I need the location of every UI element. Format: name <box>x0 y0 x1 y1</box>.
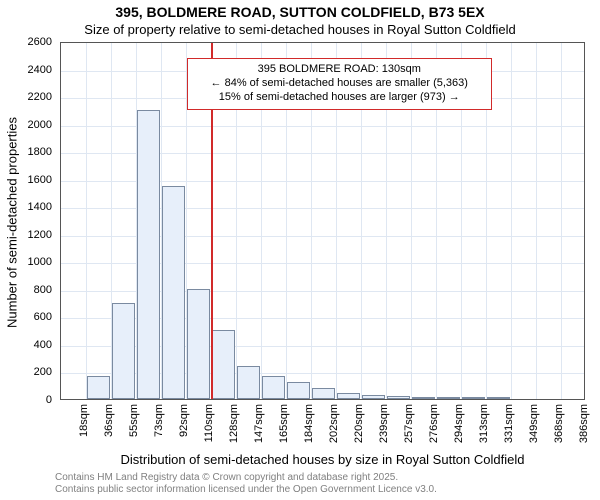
y-tick-label: 2600 <box>0 36 52 48</box>
y-tick-label: 1400 <box>0 201 52 213</box>
histogram-bar <box>212 330 235 399</box>
x-tick-label: 184sqm <box>303 404 315 454</box>
y-tick-label: 2400 <box>0 64 52 76</box>
x-tick-label: 165sqm <box>278 404 290 454</box>
footer-attribution-1: Contains HM Land Registry data © Crown c… <box>55 472 398 483</box>
y-tick-label: 1600 <box>0 174 52 186</box>
histogram-bar <box>487 397 510 399</box>
y-tick-label: 800 <box>0 284 52 296</box>
annotation-line: 15% of semi-detached houses are larger (… <box>194 91 485 105</box>
y-tick-label: 0 <box>0 394 52 406</box>
x-tick-label: 276sqm <box>428 404 440 454</box>
footer-attribution-2: Contains public sector information licen… <box>55 484 437 495</box>
histogram-bar <box>162 186 185 399</box>
y-tick-label: 200 <box>0 366 52 378</box>
plot-area: 395 BOLDMERE ROAD: 130sqm← 84% of semi-d… <box>60 42 585 400</box>
histogram-bar <box>287 382 310 399</box>
x-tick-label: 368sqm <box>553 404 565 454</box>
x-tick-label: 313sqm <box>478 404 490 454</box>
x-tick-label: 128sqm <box>228 404 240 454</box>
x-tick-label: 220sqm <box>353 404 365 454</box>
histogram-bar <box>137 110 160 399</box>
y-tick-label: 600 <box>0 311 52 323</box>
y-tick-label: 1200 <box>0 229 52 241</box>
histogram-bar <box>262 376 285 399</box>
x-tick-label: 331sqm <box>503 404 515 454</box>
histogram-bar <box>337 393 360 399</box>
histogram-bar <box>412 397 435 399</box>
annotation-line: 395 BOLDMERE ROAD: 130sqm <box>194 63 485 77</box>
x-tick-label: 349sqm <box>528 404 540 454</box>
x-tick-label: 110sqm <box>203 404 215 454</box>
x-tick-label: 36sqm <box>103 404 115 454</box>
x-tick-label: 92sqm <box>178 404 190 454</box>
histogram-bar <box>462 397 485 399</box>
x-tick-label: 386sqm <box>578 404 590 454</box>
x-tick-label: 257sqm <box>403 404 415 454</box>
x-tick-label: 55sqm <box>128 404 140 454</box>
y-tick-label: 400 <box>0 339 52 351</box>
histogram-bar <box>87 376 110 399</box>
x-tick-label: 18sqm <box>78 404 90 454</box>
histogram-bar <box>312 388 335 399</box>
histogram-bar <box>362 395 385 399</box>
histogram-bar <box>387 396 410 399</box>
y-tick-label: 2000 <box>0 119 52 131</box>
chart-subtitle: Size of property relative to semi-detach… <box>0 22 600 37</box>
x-tick-label: 239sqm <box>378 404 390 454</box>
y-tick-label: 1800 <box>0 146 52 158</box>
histogram-bar <box>112 303 135 399</box>
x-tick-label: 73sqm <box>153 404 165 454</box>
y-tick-label: 1000 <box>0 256 52 268</box>
histogram-bar <box>237 366 260 399</box>
histogram-bar <box>437 397 460 399</box>
x-tick-label: 147sqm <box>253 404 265 454</box>
annotation-line: ← 84% of semi-detached houses are smalle… <box>194 77 485 91</box>
chart-container: 395, BOLDMERE ROAD, SUTTON COLDFIELD, B7… <box>0 0 600 500</box>
x-tick-label: 294sqm <box>453 404 465 454</box>
histogram-bar <box>187 289 210 399</box>
y-tick-label: 2200 <box>0 91 52 103</box>
x-axis-title: Distribution of semi-detached houses by … <box>60 452 585 467</box>
chart-title: 395, BOLDMERE ROAD, SUTTON COLDFIELD, B7… <box>0 4 600 20</box>
x-tick-label: 202sqm <box>328 404 340 454</box>
annotation-callout: 395 BOLDMERE ROAD: 130sqm← 84% of semi-d… <box>187 58 492 109</box>
